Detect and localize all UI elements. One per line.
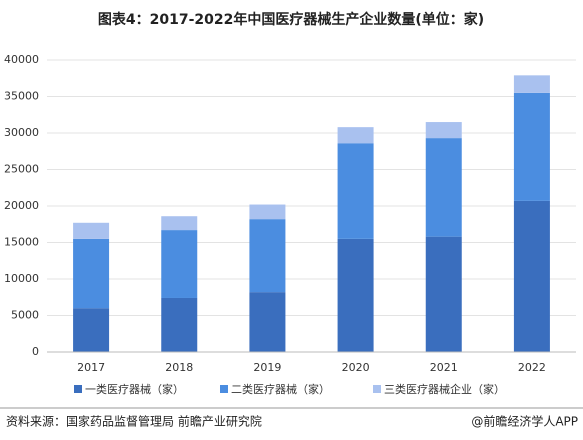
x-tick-label: 2020 bbox=[342, 361, 370, 374]
x-tick-label: 2017 bbox=[77, 361, 105, 374]
y-tick-label: 20000 bbox=[4, 199, 39, 212]
bar-segment bbox=[161, 297, 198, 352]
brand: @前瞻经济学人APP bbox=[471, 414, 578, 429]
bar-segment bbox=[73, 222, 110, 239]
legend-label: 三类医疗器械企业（家） bbox=[384, 382, 505, 396]
bar-segment bbox=[425, 122, 462, 139]
bar-segment bbox=[73, 238, 110, 309]
bar-segment bbox=[249, 219, 286, 293]
bar-segment bbox=[249, 292, 286, 352]
bar-segment bbox=[337, 238, 374, 352]
bar-segment bbox=[337, 143, 374, 239]
y-tick-label: 40000 bbox=[4, 53, 39, 66]
bar-segment bbox=[73, 308, 110, 352]
y-tick-label: 25000 bbox=[4, 163, 39, 176]
y-tick-label: 30000 bbox=[4, 126, 39, 139]
bar-segment bbox=[425, 138, 462, 237]
y-tick-label: 15000 bbox=[4, 236, 39, 249]
x-tick-label: 2022 bbox=[518, 361, 546, 374]
bar-segment bbox=[161, 230, 198, 298]
x-tick-label: 2019 bbox=[253, 361, 281, 374]
bar-segment bbox=[513, 92, 550, 201]
y-tick-label: 0 bbox=[32, 345, 39, 358]
x-tick-label: 2018 bbox=[165, 361, 193, 374]
legend-label: 二类医疗器械（家） bbox=[231, 382, 330, 396]
bar-segment bbox=[425, 236, 462, 352]
legend-swatch bbox=[220, 385, 228, 393]
legend-swatch bbox=[373, 385, 381, 393]
x-tick-label: 2021 bbox=[430, 361, 458, 374]
bar-segment bbox=[337, 127, 374, 144]
y-tick-label: 10000 bbox=[4, 272, 39, 285]
bar-segment bbox=[249, 204, 286, 220]
y-tick-label: 5000 bbox=[11, 309, 39, 322]
source: 资料来源：国家药品监督管理局 前瞻产业研究院 bbox=[6, 414, 262, 429]
bar-segment bbox=[513, 200, 550, 352]
legend-swatch bbox=[74, 385, 82, 393]
bar-segment bbox=[513, 75, 550, 93]
bar-segment bbox=[161, 216, 198, 231]
y-tick-label: 35000 bbox=[4, 90, 39, 103]
chart-title: 图表4：2017-2022年中国医疗器械生产企业数量(单位：家) bbox=[98, 11, 484, 28]
legend-label: 一类医疗器械（家） bbox=[85, 382, 184, 396]
